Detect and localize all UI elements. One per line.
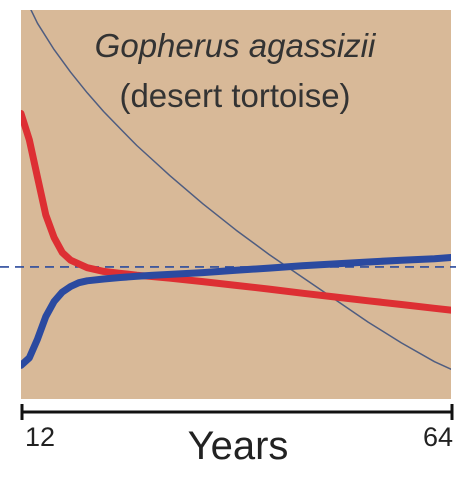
x-axis: 12 64 Years (21, 404, 453, 468)
x-tick-label-end: 64 (423, 422, 453, 452)
x-axis-title: Years (188, 424, 289, 468)
x-tick-label-start: 12 (25, 422, 55, 452)
chart-title: Gopherus agassizii (95, 27, 377, 64)
plot-background (21, 10, 451, 399)
chart-subtitle: (desert tortoise) (119, 77, 350, 114)
